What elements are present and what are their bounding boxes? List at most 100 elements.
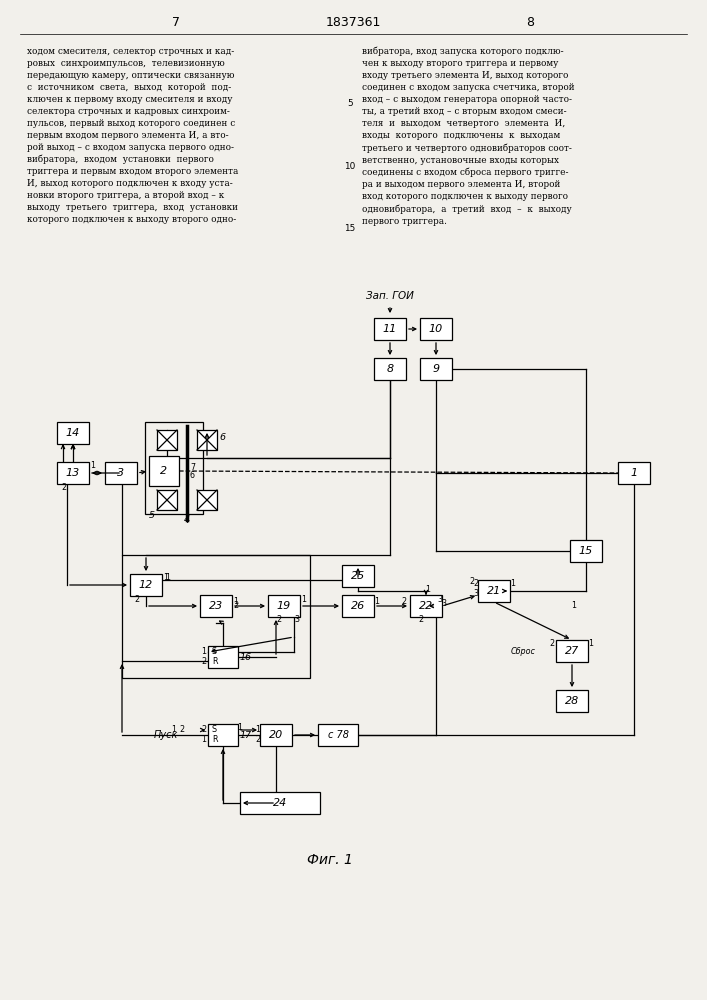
Text: 2: 2 [470, 578, 475, 586]
Bar [200, 595, 232, 617]
Text: 7: 7 [190, 462, 195, 472]
Bar [57, 462, 89, 484]
Text: 1: 1 [571, 601, 576, 610]
Bar [420, 358, 452, 380]
Text: 2: 2 [276, 615, 281, 624]
Bar [478, 580, 510, 602]
Text: 3: 3 [437, 594, 442, 603]
Text: 10: 10 [344, 162, 356, 171]
Text: 1: 1 [631, 468, 638, 478]
Text: Сброс: Сброс [511, 647, 536, 656]
Text: 21: 21 [487, 586, 501, 596]
Text: 9: 9 [433, 364, 440, 374]
Bar [618, 462, 650, 484]
Text: R: R [212, 656, 218, 666]
Bar [157, 430, 177, 450]
Text: 1: 1 [426, 584, 431, 593]
Text: 10: 10 [429, 324, 443, 334]
Text: ходом смесителя, селектор строчных и кад-
ровых  синхроимпульсов,  телевизионную: ходом смесителя, селектор строчных и кад… [27, 47, 238, 224]
Text: вибратора, вход запуска которого подклю-
чен к выходу второго триггера и первому: вибратора, вход запуска которого подклю-… [362, 47, 575, 226]
Text: 2: 2 [549, 640, 554, 648]
Text: 6: 6 [219, 432, 225, 442]
Text: 19: 19 [277, 601, 291, 611]
Text: 3: 3 [117, 468, 124, 478]
Text: 2: 2 [418, 615, 423, 624]
Text: 1: 1 [201, 648, 206, 656]
Text: 2: 2 [201, 726, 206, 734]
Bar [208, 724, 238, 746]
Text: R: R [212, 734, 218, 744]
Bar [342, 565, 374, 587]
Text: 5: 5 [347, 99, 353, 108]
Text: Фиг. 1: Фиг. 1 [307, 853, 353, 867]
Text: 1: 1 [510, 580, 515, 588]
Bar [240, 792, 320, 814]
Text: 1: 1 [201, 734, 206, 744]
Text: 1: 1 [375, 597, 380, 606]
Text: 13: 13 [66, 468, 80, 478]
Bar [130, 574, 162, 596]
Text: 22: 22 [419, 601, 433, 611]
Bar [208, 646, 238, 668]
Bar [57, 422, 89, 444]
Bar [149, 456, 179, 486]
Text: S: S [212, 648, 217, 656]
Text: 12: 12 [139, 580, 153, 590]
Text: 2: 2 [179, 726, 184, 734]
Text: Пуск: Пуск [153, 730, 178, 740]
Text: 3: 3 [294, 615, 299, 624]
Text: 2: 2 [201, 656, 206, 666]
Text: 6: 6 [190, 472, 195, 481]
Bar [268, 595, 300, 617]
Text: 1: 1 [165, 574, 170, 582]
Bar [157, 490, 177, 510]
Text: 28: 28 [565, 696, 579, 706]
Text: 1: 1 [163, 574, 168, 582]
Text: 5: 5 [149, 510, 155, 520]
Text: 8: 8 [387, 364, 394, 374]
Text: Зап. ГОИ: Зап. ГОИ [366, 291, 414, 301]
Bar [197, 430, 217, 450]
Text: 2: 2 [134, 594, 139, 603]
Text: 2: 2 [255, 734, 260, 744]
Text: 7: 7 [172, 15, 180, 28]
Text: 1: 1 [238, 724, 243, 732]
Text: 1: 1 [171, 726, 176, 734]
Text: 1: 1 [301, 594, 306, 603]
Bar [318, 724, 358, 746]
Text: 3: 3 [441, 599, 447, 608]
Bar [556, 640, 588, 662]
Text: S: S [212, 726, 217, 734]
Text: 14: 14 [66, 428, 80, 438]
Text: 23: 23 [209, 601, 223, 611]
Bar [556, 690, 588, 712]
Bar [105, 462, 137, 484]
Text: 2: 2 [233, 601, 238, 610]
Text: 17: 17 [240, 730, 252, 740]
Bar [410, 595, 442, 617]
Text: 26: 26 [351, 601, 365, 611]
Bar [374, 358, 406, 380]
Text: 24: 24 [273, 798, 287, 808]
Text: 16: 16 [240, 652, 252, 662]
Text: 2: 2 [61, 483, 66, 491]
Bar [374, 318, 406, 340]
Text: 27: 27 [565, 646, 579, 656]
Text: 2: 2 [160, 466, 168, 476]
Text: 2: 2 [401, 597, 406, 606]
Text: 20: 20 [269, 730, 283, 740]
Text: 1: 1 [588, 640, 593, 648]
Bar [197, 490, 217, 510]
Bar [570, 540, 602, 562]
Text: 1837361: 1837361 [325, 15, 380, 28]
Bar [420, 318, 452, 340]
Text: 1: 1 [233, 597, 238, 606]
Text: 8: 8 [526, 15, 534, 28]
Text: 1: 1 [90, 462, 95, 471]
Text: 15: 15 [344, 224, 356, 233]
Text: c 78: c 78 [327, 730, 349, 740]
Text: 15: 15 [579, 546, 593, 556]
Text: 25: 25 [351, 571, 365, 581]
Bar [342, 595, 374, 617]
Bar [145, 422, 203, 514]
